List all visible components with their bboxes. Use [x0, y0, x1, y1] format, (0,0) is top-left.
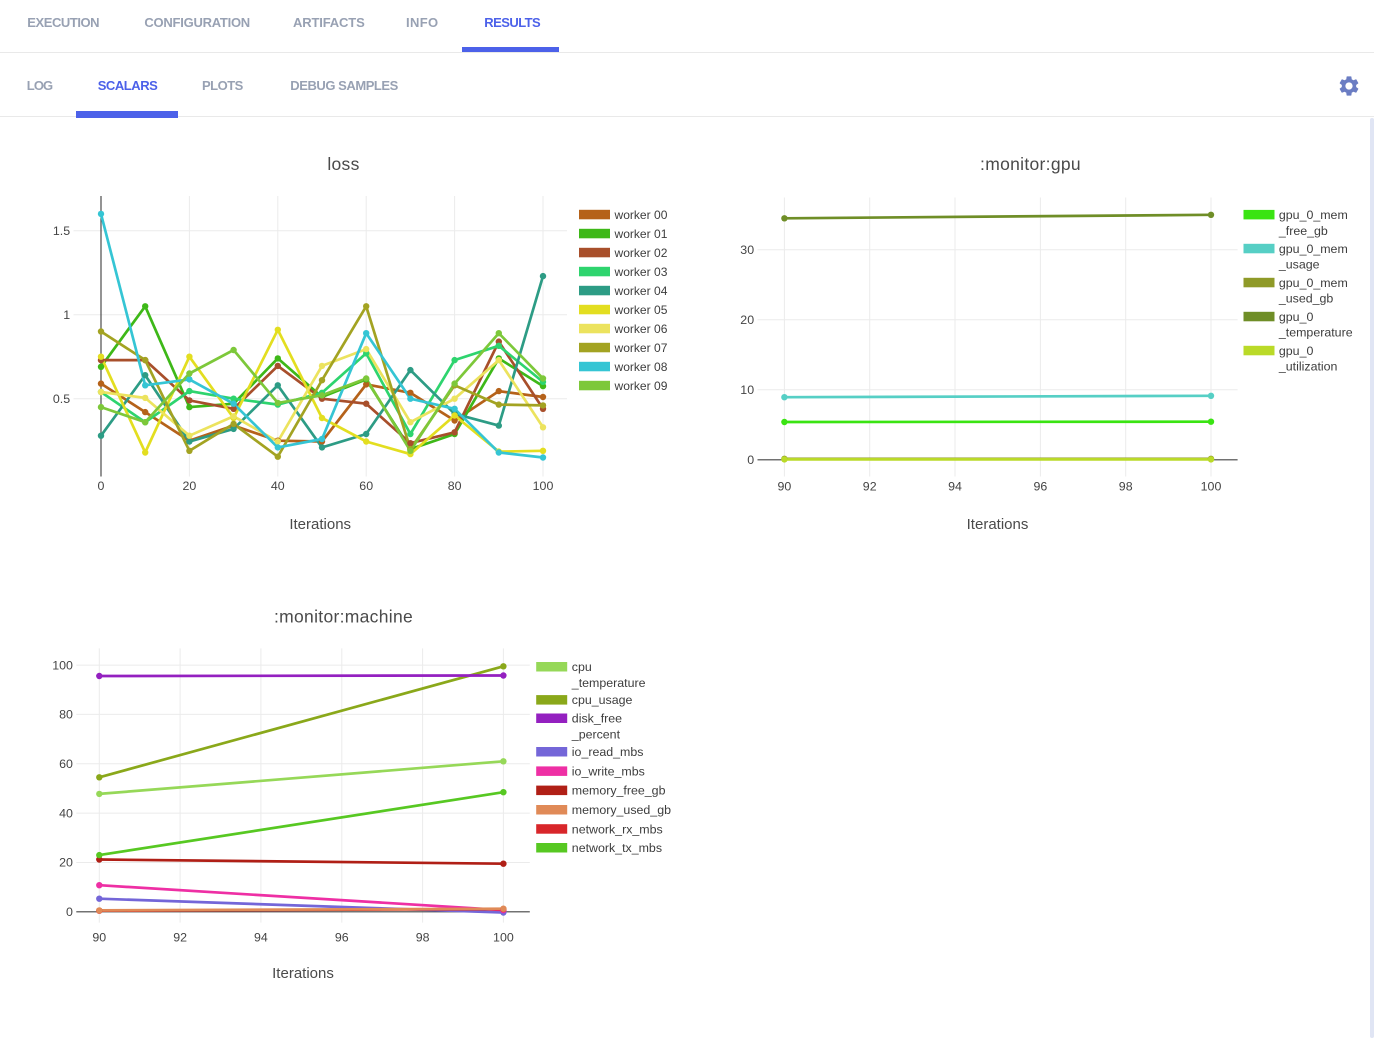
svg-text:94: 94	[254, 931, 268, 945]
svg-text:cpu: cpu	[572, 660, 592, 674]
svg-text:98: 98	[416, 931, 430, 945]
svg-text:90: 90	[92, 931, 106, 945]
svg-text:60: 60	[359, 479, 373, 493]
svg-text:80: 80	[59, 708, 73, 722]
svg-text:_temperature: _temperature	[1278, 326, 1353, 340]
svg-text:worker 09: worker 09	[614, 379, 668, 393]
svg-text:worker 02: worker 02	[614, 246, 668, 260]
svg-text::monitor:gpu: :monitor:gpu	[980, 154, 1081, 174]
svg-text:96: 96	[335, 931, 349, 945]
svg-text:96: 96	[1034, 480, 1048, 494]
svg-text:0: 0	[66, 905, 73, 919]
svg-text:20: 20	[740, 313, 754, 327]
svg-text:20: 20	[183, 479, 197, 493]
svg-text:0: 0	[747, 453, 754, 467]
svg-text:100: 100	[52, 658, 73, 672]
svg-text:30: 30	[740, 243, 754, 257]
svg-text:network_tx_mbs: network_tx_mbs	[572, 841, 662, 855]
svg-text:worker 00: worker 00	[614, 208, 668, 222]
svg-text:gpu_0_mem: gpu_0_mem	[1279, 208, 1348, 222]
svg-text::monitor:machine: :monitor:machine	[274, 607, 413, 627]
svg-text:90: 90	[778, 480, 792, 494]
svg-text:98: 98	[1119, 480, 1133, 494]
svg-text:Iterations: Iterations	[289, 516, 351, 533]
svg-text:memory_free_gb: memory_free_gb	[572, 784, 666, 798]
svg-text:0: 0	[98, 479, 105, 493]
svg-text:92: 92	[173, 931, 187, 945]
svg-text:gpu_0_mem: gpu_0_mem	[1279, 242, 1348, 256]
svg-text:_temperature: _temperature	[571, 676, 646, 690]
svg-text:network_rx_mbs: network_rx_mbs	[572, 822, 663, 836]
svg-text:60: 60	[59, 757, 73, 771]
svg-text:loss: loss	[327, 154, 359, 174]
svg-text:io_write_mbs: io_write_mbs	[572, 764, 645, 778]
svg-text:worker 06: worker 06	[614, 322, 668, 336]
svg-text:_used_gb: _used_gb	[1278, 292, 1334, 306]
svg-text:_utilization: _utilization	[1278, 360, 1338, 374]
svg-text:94: 94	[948, 480, 962, 494]
svg-text:1: 1	[63, 308, 70, 322]
svg-text:0.5: 0.5	[53, 392, 70, 406]
svg-text:gpu_0: gpu_0	[1279, 310, 1314, 324]
svg-text:100: 100	[533, 479, 554, 493]
svg-text:_percent: _percent	[571, 727, 621, 741]
svg-text:92: 92	[863, 480, 877, 494]
svg-text:1.5: 1.5	[53, 224, 70, 238]
svg-text:memory_used_gb: memory_used_gb	[572, 803, 671, 817]
svg-text:worker 01: worker 01	[614, 227, 668, 241]
svg-text:_usage: _usage	[1278, 258, 1320, 272]
svg-text:worker 07: worker 07	[614, 341, 668, 355]
svg-text:_free_gb: _free_gb	[1278, 224, 1328, 238]
svg-text:gpu_0_mem: gpu_0_mem	[1279, 276, 1348, 290]
svg-text:disk_free: disk_free	[572, 712, 622, 726]
svg-text:10: 10	[740, 383, 754, 397]
svg-text:worker 05: worker 05	[614, 303, 668, 317]
svg-text:gpu_0: gpu_0	[1279, 344, 1314, 358]
svg-text:80: 80	[448, 479, 462, 493]
svg-text:40: 40	[271, 479, 285, 493]
svg-text:Iterations: Iterations	[272, 965, 334, 982]
svg-text:io_read_mbs: io_read_mbs	[572, 745, 644, 759]
svg-text:worker 04: worker 04	[614, 284, 668, 298]
svg-text:Iterations: Iterations	[967, 516, 1029, 533]
svg-text:worker 08: worker 08	[614, 360, 668, 374]
svg-text:20: 20	[59, 856, 73, 870]
svg-text:100: 100	[493, 931, 514, 945]
svg-text:cpu_usage: cpu_usage	[572, 693, 633, 707]
svg-text:40: 40	[59, 806, 73, 820]
svg-text:100: 100	[1201, 480, 1222, 494]
svg-text:worker 03: worker 03	[614, 265, 668, 279]
